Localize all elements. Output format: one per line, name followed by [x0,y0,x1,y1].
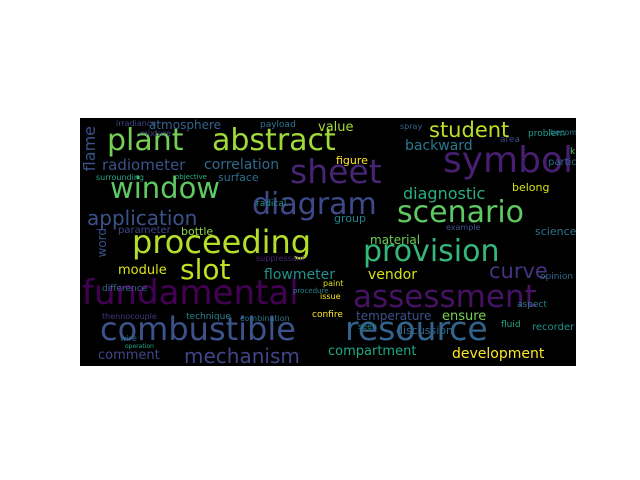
word: paint [323,279,344,288]
word: area [500,135,521,145]
word: material [370,233,421,247]
word: difference [102,284,148,294]
word: wire [120,334,137,343]
word: student [429,118,510,142]
word: aspect [517,300,547,310]
word: irradiance [116,119,157,128]
word: example [446,223,481,232]
word: radiometer [102,156,186,174]
word: mechanism [184,344,300,366]
word: kinetic [570,147,576,157]
word: procedure [293,287,329,295]
word: mixture [140,129,171,138]
word: problem [528,129,566,139]
word: slot [180,253,231,286]
word: provision [363,234,500,269]
word: objective [175,173,207,181]
word: suppressant [256,254,305,263]
word: scenario [397,195,525,230]
word: fundamental [82,273,299,313]
word: belong [512,181,550,194]
word: surrounding [96,173,144,182]
word: combustible [100,310,296,348]
word: combination [240,314,290,323]
word: diagram [252,187,377,222]
word: issue [320,292,341,301]
word: value [318,120,354,135]
word: word [95,228,109,258]
word: window [110,171,221,205]
word: recorder [532,322,575,333]
word: plant [107,123,184,158]
word: backward [405,138,473,154]
word: payload [260,120,296,130]
word: symbol [443,140,574,181]
word: comment [98,348,160,363]
word: development [452,346,545,362]
word: fluid [501,320,521,330]
word: seen [358,322,378,331]
word: science [535,225,576,238]
word: ensure [442,309,487,324]
word: surface [218,171,259,184]
word: opinion [540,272,574,282]
word: resource [345,309,488,348]
word: technique [186,312,231,322]
word: application [87,206,198,230]
word: particle [548,157,576,168]
word: operation [125,343,154,350]
word: sheet [290,152,382,191]
word: assessment [353,279,537,315]
word: vendor [368,267,417,283]
word: bottle [181,225,214,238]
word: proceeding [132,223,312,261]
word: flowmeter [264,267,335,283]
word: abstract [212,123,336,158]
word: module [118,263,167,278]
word: discussion [396,324,454,337]
word: spray [400,122,423,131]
word: diagnostic [403,184,486,203]
word: atmosphere [149,118,221,132]
word: thennocouple [102,312,157,321]
word: group [334,212,366,225]
word: radical [256,199,287,209]
word: parameter [118,225,171,236]
word: correlation [204,157,280,173]
word: confire [312,310,343,320]
word: temperature [356,309,432,323]
word: curve [489,259,548,283]
word: compartment [328,344,417,359]
word-cloud: fundamental assessment combustible resou… [80,118,576,366]
word: become [550,128,576,137]
word: flame [80,126,99,172]
word: figure [336,154,368,167]
